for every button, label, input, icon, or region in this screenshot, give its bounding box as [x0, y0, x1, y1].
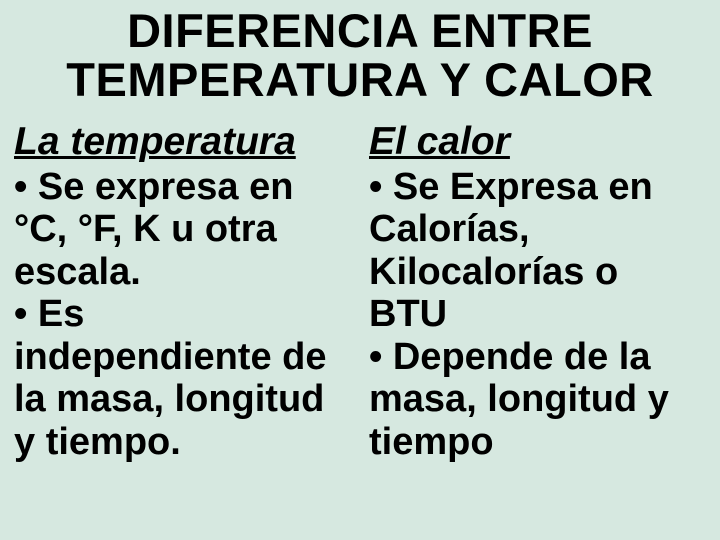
right-bullet-2: • Depende de la masa, longitud y tiempo — [369, 336, 706, 464]
slide: DIFERENCIA ENTRE TEMPERATURA Y CALOR La … — [0, 0, 720, 540]
slide-title: DIFERENCIA ENTRE TEMPERATURA Y CALOR — [14, 6, 706, 105]
columns: La temperatura • Se expresa en °C, °F, K… — [14, 121, 706, 464]
right-heading: El calor — [369, 121, 706, 164]
left-bullet-1: • Se expresa en °C, °F, K u otra escala. — [14, 166, 351, 294]
left-bullets: • Se expresa en °C, °F, K u otra escala.… — [14, 166, 351, 464]
right-bullet-1: • Se Expresa en Calorías, Kilocalorías o… — [369, 166, 706, 336]
right-bullets: • Se Expresa en Calorías, Kilocalorías o… — [369, 166, 706, 464]
left-bullet-2: • Es independiente de la masa, longitud … — [14, 293, 351, 463]
left-column: La temperatura • Se expresa en °C, °F, K… — [14, 121, 351, 464]
left-heading: La temperatura — [14, 121, 351, 164]
right-column: El calor • Se Expresa en Calorías, Kiloc… — [369, 121, 706, 464]
